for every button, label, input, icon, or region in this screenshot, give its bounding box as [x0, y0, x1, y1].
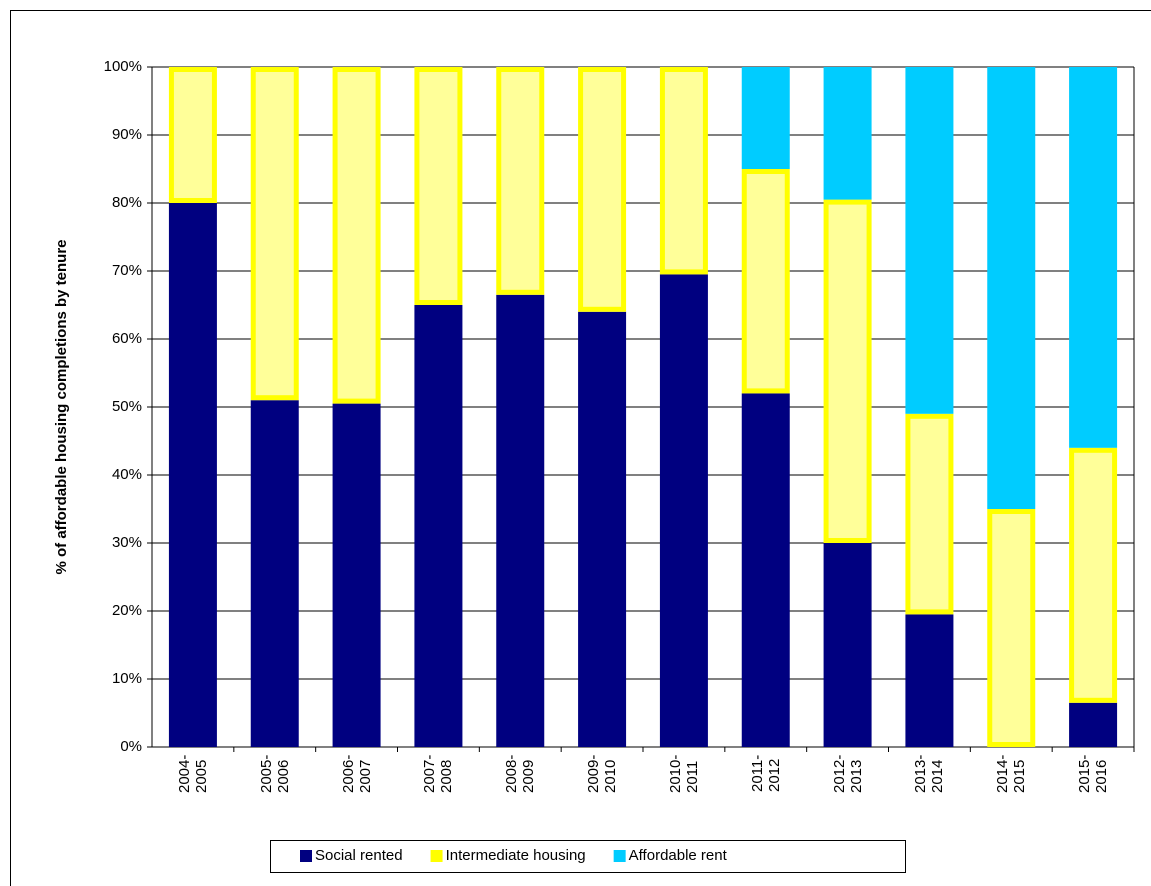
y-tick-label: 100%: [104, 58, 142, 75]
y-tick-label: 60%: [112, 330, 142, 347]
bar-segment: [741, 393, 790, 747]
chart-border: [10, 10, 1151, 886]
bar-segment: [987, 509, 1036, 747]
y-tick-label: 10%: [112, 670, 142, 687]
bar-segment: [414, 305, 463, 747]
bar-segment: [250, 67, 299, 401]
bar-segment: [496, 67, 545, 295]
bar-segment: [741, 169, 790, 394]
legend-swatch: [300, 850, 312, 862]
x-tick-label: 2006- 2007: [339, 754, 374, 793]
legend-label: Social rented: [315, 847, 403, 864]
bar-segment: [414, 67, 463, 305]
bar-segment: [578, 67, 627, 312]
x-tick-label: 2013- 2014: [912, 754, 947, 793]
legend-swatch: [430, 850, 443, 862]
bar-segment: [332, 67, 381, 404]
bar-segment: [168, 67, 217, 203]
y-tick-label: 80%: [112, 194, 142, 211]
bar-segment: [496, 294, 545, 747]
y-tick-label: 40%: [112, 466, 142, 483]
legend-swatch: [613, 850, 626, 862]
bar-segment: [659, 274, 708, 747]
x-tick-label: 2009- 2010: [585, 754, 620, 793]
bar-segment: [1069, 447, 1118, 703]
y-tick-label: 70%: [112, 262, 142, 279]
y-axis-title: % of affordable housing completions by t…: [53, 239, 70, 574]
bar-segment: [987, 67, 1036, 509]
x-tick-label: 2004- 2005: [175, 754, 210, 793]
x-tick-label: 2015- 2016: [1076, 754, 1111, 793]
y-tick-label: 50%: [112, 398, 142, 415]
y-tick-label: 90%: [112, 126, 142, 143]
x-tick-label: 2008- 2009: [503, 754, 538, 793]
bar-segment: [250, 400, 299, 747]
y-tick-label: 0%: [120, 738, 142, 755]
bar-segment: [905, 413, 954, 615]
x-tick-label: 2014- 2015: [994, 754, 1029, 793]
bar-segment: [1069, 67, 1118, 448]
bar-segment: [823, 543, 872, 747]
bar-segment: [659, 67, 708, 275]
x-tick-label: 2005- 2006: [257, 754, 292, 793]
legend-label: Intermediate housing: [446, 847, 586, 864]
bar-segment: [168, 203, 217, 747]
legend-box: [270, 840, 906, 873]
bar-segment: [823, 67, 872, 200]
x-tick-label: 2011- 2012: [748, 754, 783, 792]
bar-segment: [1069, 702, 1118, 747]
x-tick-label: 2010- 2011: [666, 754, 701, 793]
bar-segment: [741, 67, 790, 169]
x-tick-label: 2007- 2008: [421, 754, 456, 793]
bar-segment: [332, 403, 381, 747]
y-tick-label: 20%: [112, 602, 142, 619]
x-tick-label: 2012- 2013: [830, 754, 865, 793]
legend-label: Affordable rent: [629, 847, 728, 864]
bar-segment: [905, 67, 954, 414]
bar-segment: [823, 199, 872, 543]
bar-segment: [905, 614, 954, 747]
bar-segment: [578, 311, 627, 747]
y-tick-label: 30%: [112, 534, 142, 551]
